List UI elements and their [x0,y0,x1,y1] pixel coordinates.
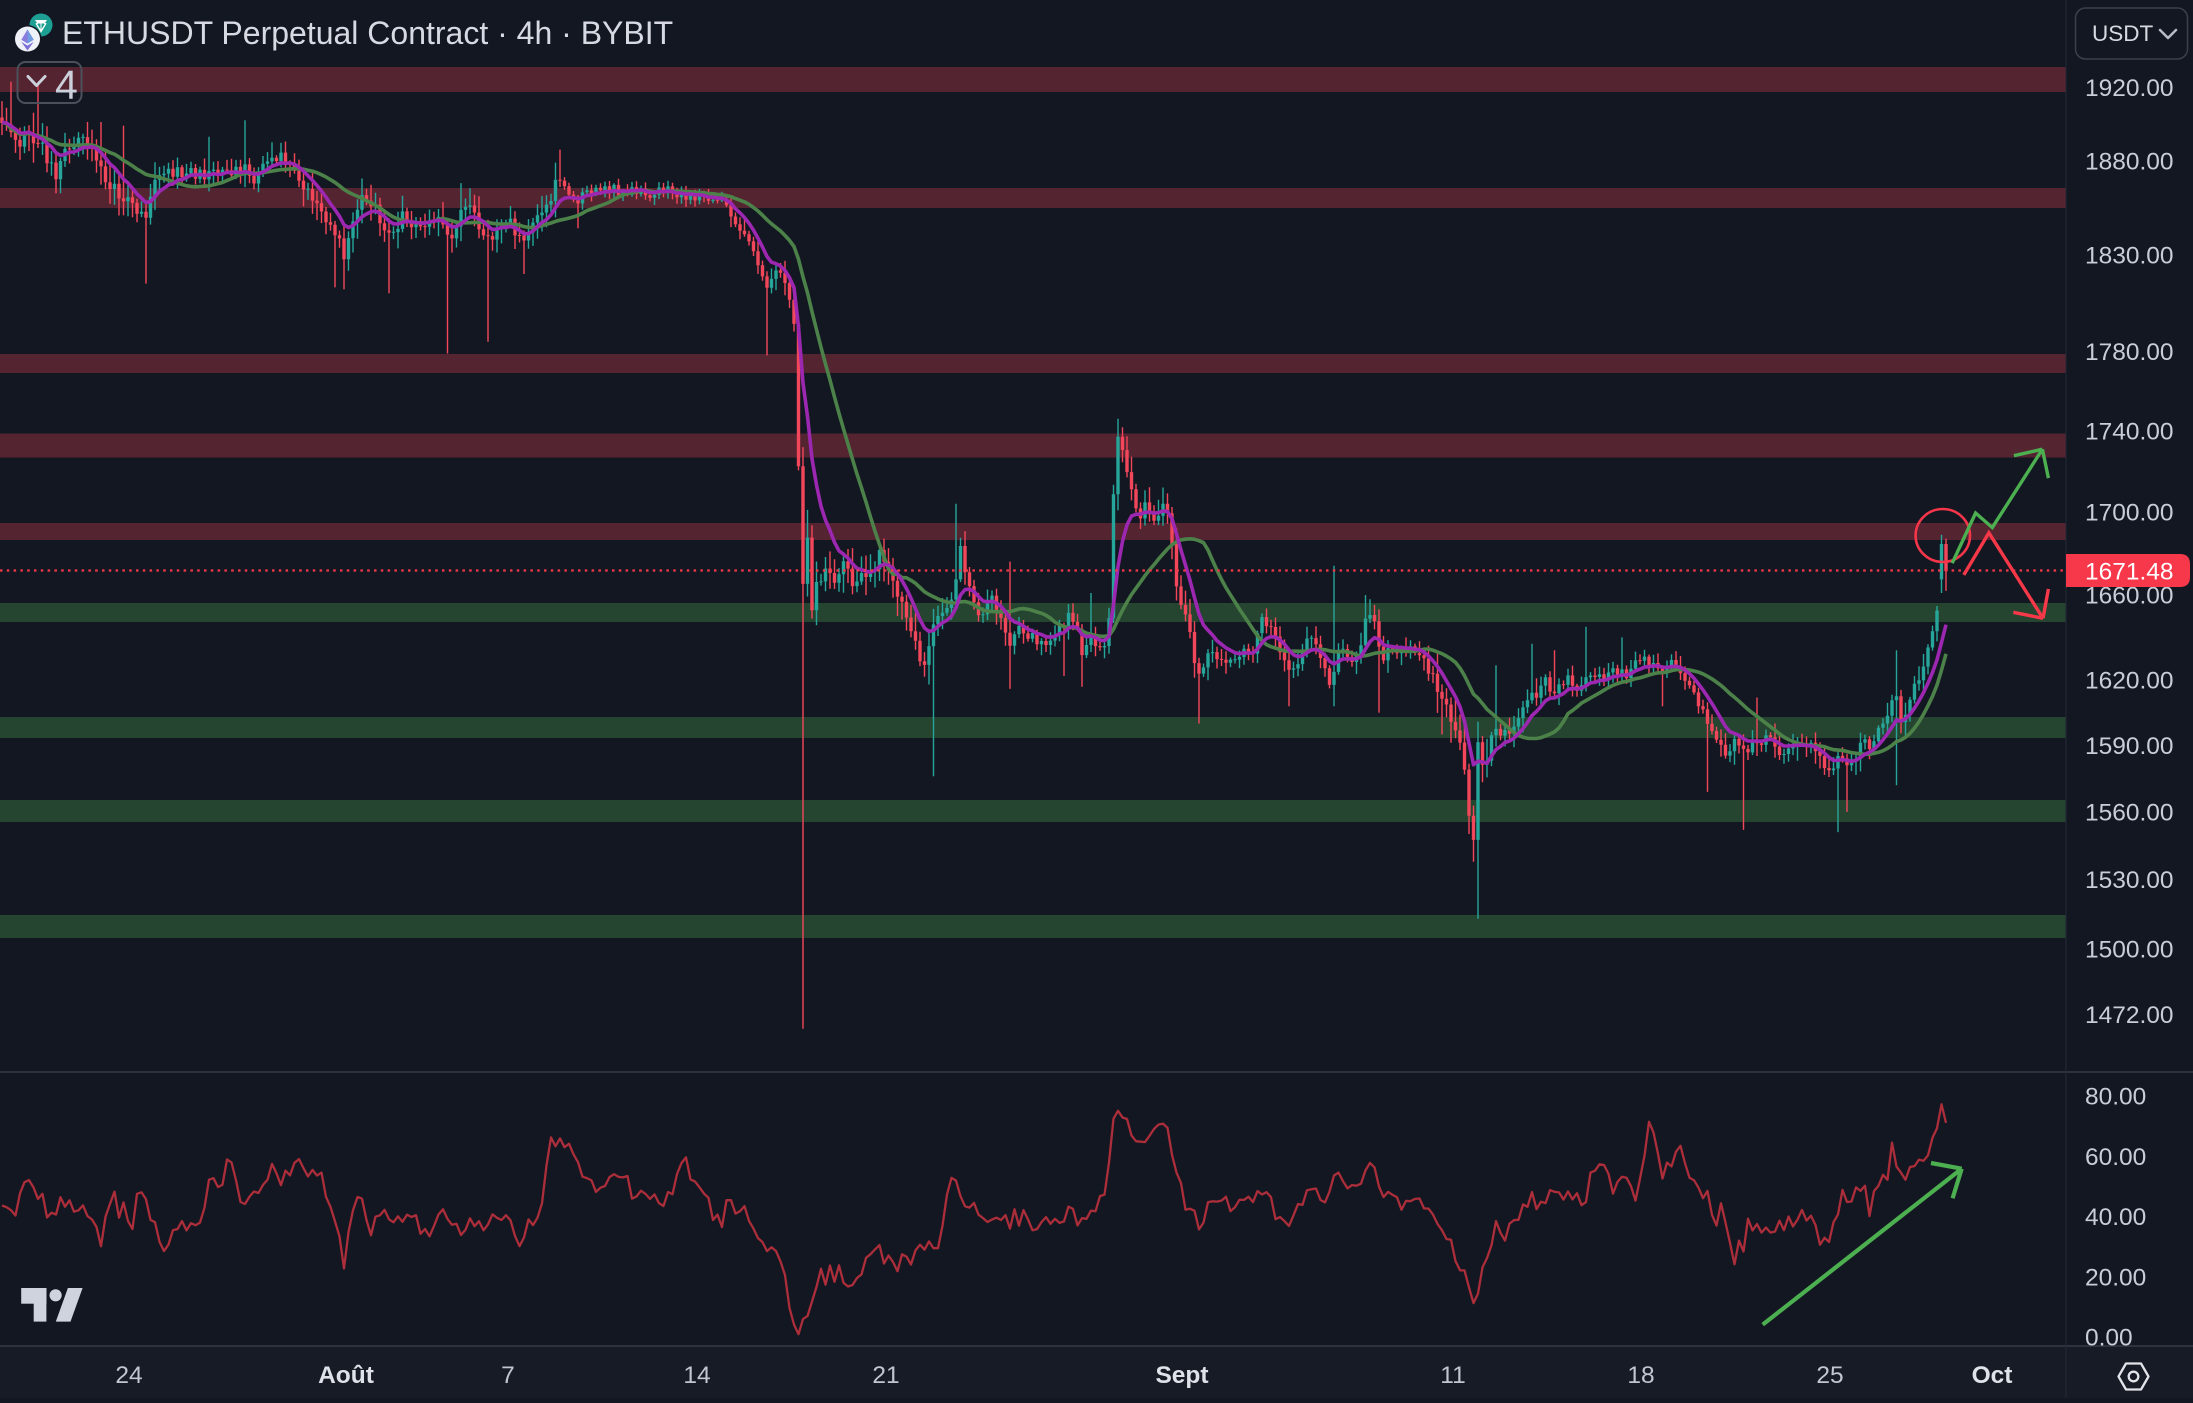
svg-text:1590.00: 1590.00 [2085,733,2174,760]
svg-text:7: 7 [501,1362,515,1389]
svg-text:1830.00: 1830.00 [2085,242,2174,269]
svg-text:40.00: 40.00 [2085,1204,2146,1231]
svg-text:1500.00: 1500.00 [2085,936,2174,963]
svg-text:1920.00: 1920.00 [2085,75,2174,102]
svg-text:25: 25 [1816,1362,1843,1389]
svg-text:1700.00: 1700.00 [2085,500,2174,527]
svg-text:0.00: 0.00 [2085,1325,2133,1352]
svg-text:20.00: 20.00 [2085,1265,2146,1292]
svg-text:Sept: Sept [1155,1362,1208,1389]
svg-text:21: 21 [872,1362,899,1389]
svg-text:1660.00: 1660.00 [2085,583,2174,610]
svg-text:1560.00: 1560.00 [2085,799,2174,826]
svg-text:18: 18 [1627,1362,1654,1389]
svg-text:1740.00: 1740.00 [2085,418,2174,445]
svg-text:1620.00: 1620.00 [2085,668,2174,695]
svg-text:USDT: USDT [2092,21,2154,46]
svg-text:1530.00: 1530.00 [2085,867,2174,894]
svg-text:1671.48: 1671.48 [2085,559,2174,586]
svg-text:80.00: 80.00 [2085,1084,2146,1111]
svg-text:4: 4 [55,62,78,108]
svg-text:1472.00: 1472.00 [2085,1002,2174,1029]
svg-text:Août: Août [318,1362,374,1389]
svg-text:60.00: 60.00 [2085,1144,2146,1171]
svg-text:14: 14 [683,1362,710,1389]
svg-text:1880.00: 1880.00 [2085,148,2174,175]
svg-text:11: 11 [1440,1362,1465,1389]
svg-text:24: 24 [115,1362,142,1389]
svg-text:Oct: Oct [1972,1362,2013,1389]
svg-text:ETHUSDT Perpetual Contract · 4: ETHUSDT Perpetual Contract · 4h · BYBIT [62,15,673,51]
svg-text:1780.00: 1780.00 [2085,339,2174,366]
